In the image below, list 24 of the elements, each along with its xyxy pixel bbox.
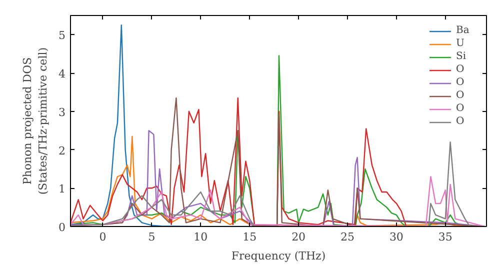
- x-tick-label: 20: [292, 230, 306, 244]
- x-tick-label: 15: [242, 230, 257, 244]
- x-axis-title: Frequency (THz): [231, 250, 326, 262]
- y-tick-label: 0: [58, 221, 66, 234]
- x-tick-label: 0: [99, 230, 106, 244]
- x-tick-label: 30: [389, 230, 404, 244]
- y-tick-label: 1: [58, 182, 66, 196]
- legend-label: U: [456, 38, 466, 49]
- y-tick-label: 4: [58, 68, 66, 81]
- y-tick-label: 3: [58, 106, 66, 119]
- y-tick-label: 2: [58, 144, 66, 158]
- legend-label: O: [456, 90, 466, 101]
- y-tick-label: 5: [58, 29, 66, 42]
- y-axis-title: Phonon projected DOS (States/THz·primitive cell): [20, 47, 50, 195]
- legend-label: O: [456, 64, 466, 75]
- x-tick-label: 35: [438, 230, 452, 244]
- x-tick-label: 10: [194, 230, 208, 244]
- legend-label: Ba: [456, 25, 470, 36]
- legend-label: O: [456, 103, 466, 114]
- legend-label: Si: [456, 51, 468, 62]
- legend-label: O: [456, 77, 466, 88]
- x-tick-label: 25: [340, 230, 355, 244]
- x-tick-label: 5: [148, 230, 156, 244]
- legend-label: O: [456, 116, 466, 127]
